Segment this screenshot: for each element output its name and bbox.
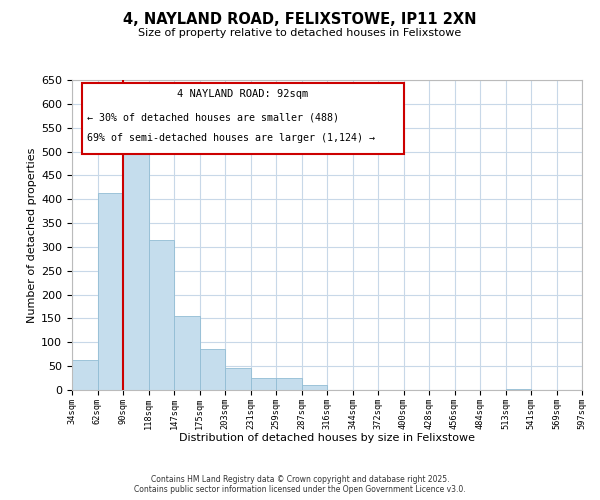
Bar [505,388,531,390]
Bar [72,360,97,390]
Text: Size of property relative to detached houses in Felixstowe: Size of property relative to detached ho… [139,28,461,38]
Text: 69% of semi-detached houses are larger (1,124) →: 69% of semi-detached houses are larger (… [88,132,376,142]
FancyBboxPatch shape [82,83,404,154]
Bar [276,378,302,390]
Bar [251,378,276,390]
Bar [123,147,149,390]
Bar [225,368,251,390]
Bar [199,350,225,390]
Bar [302,385,327,390]
X-axis label: Distribution of detached houses by size in Felixstowe: Distribution of detached houses by size … [179,434,475,444]
Bar [149,240,174,390]
Text: ← 30% of detached houses are smaller (488): ← 30% of detached houses are smaller (48… [88,112,340,122]
Text: Contains HM Land Registry data © Crown copyright and database right 2025.: Contains HM Land Registry data © Crown c… [151,475,449,484]
Text: 4 NAYLAND ROAD: 92sqm: 4 NAYLAND ROAD: 92sqm [177,90,308,100]
Bar [97,193,123,390]
Bar [174,316,199,390]
Text: Contains public sector information licensed under the Open Government Licence v3: Contains public sector information licen… [134,485,466,494]
Y-axis label: Number of detached properties: Number of detached properties [27,148,37,322]
Text: 4, NAYLAND ROAD, FELIXSTOWE, IP11 2XN: 4, NAYLAND ROAD, FELIXSTOWE, IP11 2XN [123,12,477,28]
